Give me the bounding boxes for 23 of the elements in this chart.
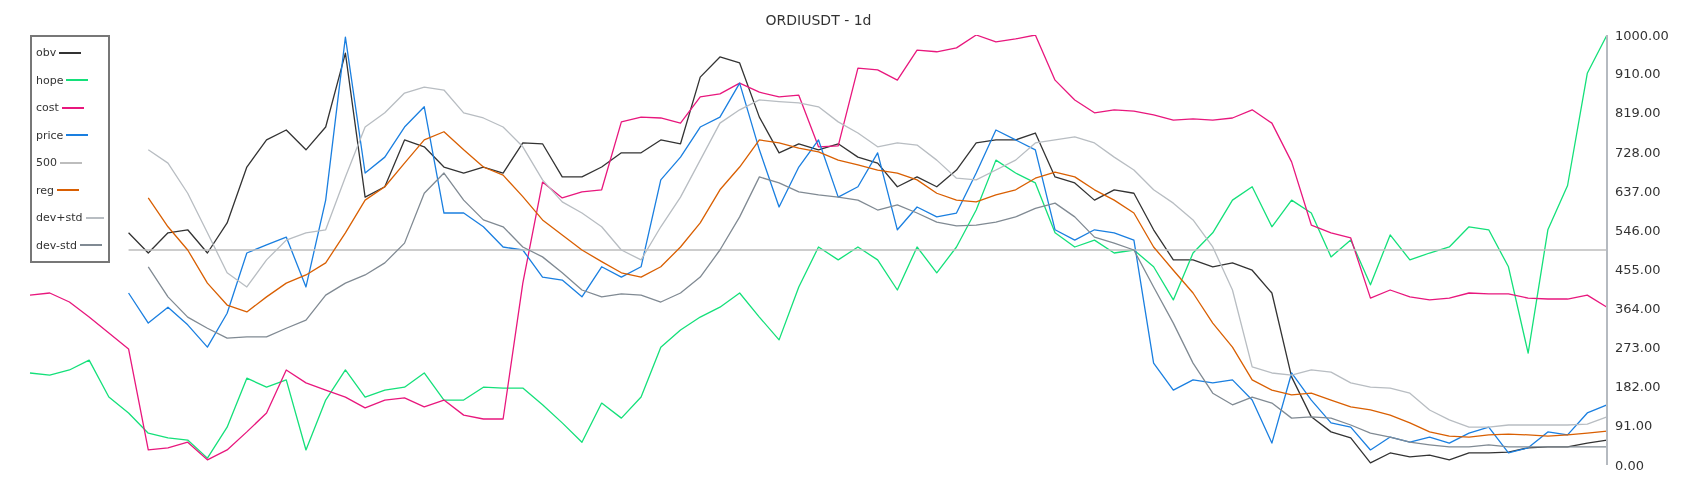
legend-label: dev+std [36, 211, 83, 225]
y-tick-label: 0.00 [1615, 457, 1644, 473]
line-series [147, 131, 1608, 438]
y-tick-label: 910.00 [1615, 66, 1661, 82]
legend-label: price [36, 128, 64, 142]
y-tick-label: 273.00 [1615, 340, 1661, 356]
legend-label: dev-std [36, 238, 77, 252]
y-tick-label: 819.00 [1615, 105, 1661, 121]
y-tick-label: 182.00 [1615, 379, 1661, 395]
legend-label: hope [36, 73, 64, 87]
y-tick-label: 546.00 [1615, 222, 1661, 238]
legend-label: obv [36, 46, 57, 60]
y-tick-label: 637.00 [1615, 183, 1661, 199]
line-series [147, 172, 1608, 448]
legend-label: cost [36, 101, 59, 115]
y-tick-label: 728.00 [1615, 144, 1661, 160]
y-tick-label: 455.00 [1615, 261, 1661, 277]
y-tick-label: 91.00 [1615, 418, 1653, 434]
chart-title: ORDIUSDT - 1d [764, 12, 873, 28]
legend-label: reg [36, 183, 55, 197]
legend-label: 500 [36, 156, 57, 170]
y-tick-label: 1000.00 [1615, 27, 1669, 43]
y-tick-label: 364.00 [1615, 301, 1661, 317]
